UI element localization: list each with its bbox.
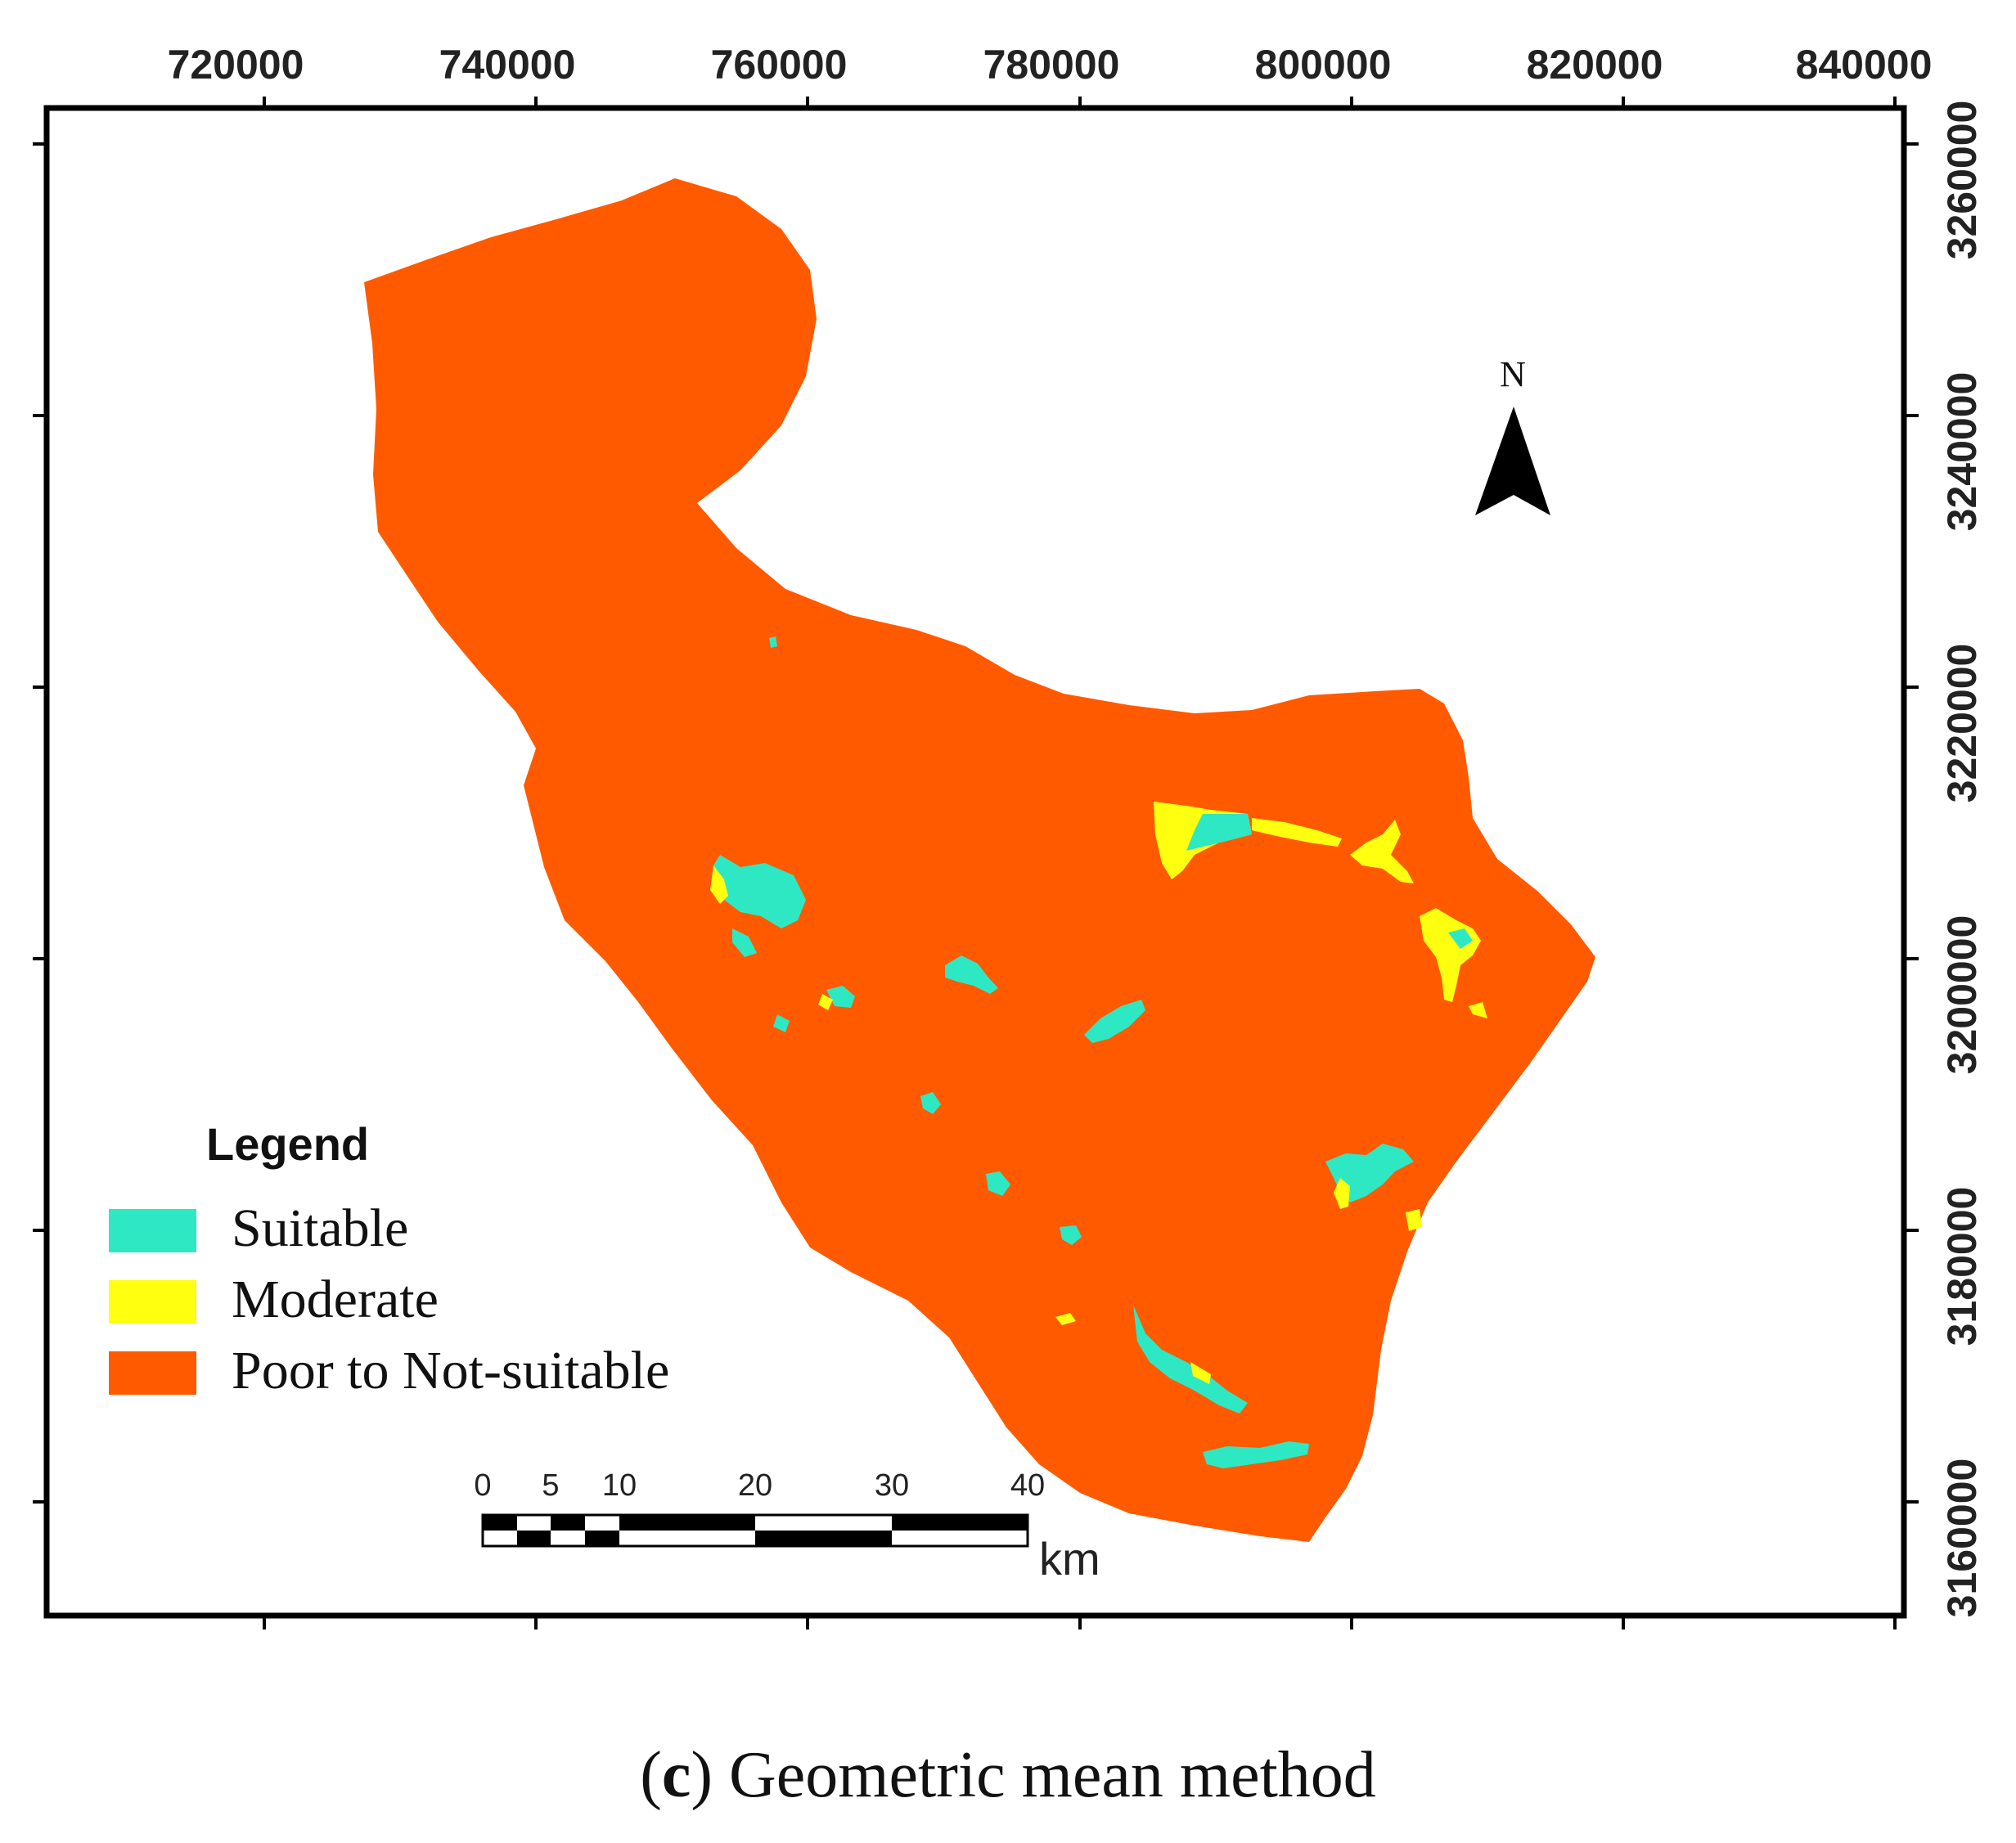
legend: Legend Suitable Moderate Poor to Not-sui…: [109, 1118, 669, 1400]
caption-letter: c: [661, 1739, 691, 1811]
x-tick-label: 820000: [1527, 42, 1663, 88]
map-frame: [43, 105, 1907, 1619]
y-axis-right: 3260000 3240000 3220000 3200000 3180000 …: [1904, 101, 1985, 1618]
scale-label: 20: [738, 1468, 772, 1503]
legend-label-moderate: Moderate: [232, 1270, 439, 1329]
suitable-patch: [1133, 1305, 1248, 1414]
suitable-patch: [920, 1092, 941, 1114]
suitable-patch: [712, 855, 806, 928]
scale-segment: [551, 1515, 585, 1531]
y-tick-label: 3260000: [1939, 101, 1985, 260]
x-tick-label: 720000: [168, 42, 304, 88]
scale-segment: [755, 1531, 892, 1546]
scale-label: 30: [875, 1468, 909, 1503]
suitability-patches: [710, 636, 1487, 1468]
moderate-patch: [818, 994, 833, 1010]
suitable-patch: [773, 1014, 790, 1032]
y-tick-label: 3180000: [1939, 1187, 1985, 1346]
scale-segment: [517, 1531, 551, 1546]
x-tick-label: 740000: [439, 42, 576, 88]
moderate-patch: [1406, 1209, 1422, 1231]
x-axis-top: 720000 740000 760000 780000 800000 82000…: [168, 42, 1933, 108]
x-tick-label: 760000: [711, 42, 848, 88]
moderate-patch: [1469, 1002, 1487, 1018]
suitable-patch: [769, 636, 777, 648]
scale-segment: [483, 1515, 517, 1531]
scale-segment: [619, 1515, 755, 1531]
moderate-patch: [1055, 1313, 1076, 1325]
legend-swatch-moderate: [109, 1280, 196, 1324]
moderate-patch: [1190, 1362, 1211, 1384]
suitable-patch: [732, 928, 757, 957]
x-axis-bottom: [263, 1616, 1897, 1629]
suitable-patch: [945, 955, 998, 994]
legend-label-suitable: Suitable: [232, 1198, 408, 1258]
y-tick-label: 3240000: [1939, 372, 1985, 532]
scale-label: 5: [542, 1468, 559, 1503]
legend-swatch-poor: [109, 1351, 196, 1395]
figure-caption: (c) Geometric mean method: [0, 1738, 2016, 1813]
scale-segment: [892, 1515, 1028, 1531]
moderate-patch: [1252, 818, 1342, 847]
caption-open: (: [640, 1739, 662, 1811]
north-arrow-icon: [1475, 407, 1550, 515]
scale-unit: km: [1039, 1533, 1100, 1585]
scale-label: 0: [474, 1468, 491, 1503]
scale-label: 10: [602, 1468, 637, 1503]
suitable-patch: [1448, 928, 1473, 949]
x-tick-label: 840000: [1796, 42, 1933, 88]
suitable-patch: [1084, 1000, 1145, 1043]
scale-bar: 0 5 10 20 30 40 km: [474, 1468, 1100, 1585]
y-axis-left: [33, 142, 47, 1504]
y-tick-label: 3220000: [1939, 644, 1985, 803]
north-arrow: N: [1475, 354, 1550, 515]
moderate-patch: [1334, 1178, 1350, 1209]
x-tick-label: 780000: [983, 42, 1120, 88]
suitable-patch: [986, 1171, 1010, 1196]
y-tick-label: 3200000: [1939, 915, 1985, 1075]
caption-text: ) Geometric mean method: [691, 1739, 1376, 1811]
suitable-patch: [826, 986, 855, 1008]
suitable-patch: [1060, 1225, 1082, 1245]
legend-swatch-suitable: [109, 1209, 196, 1252]
scale-segment: [585, 1531, 619, 1546]
x-tick-label: 800000: [1255, 42, 1392, 88]
scale-label: 40: [1010, 1468, 1045, 1503]
north-label: N: [1500, 354, 1526, 394]
y-tick-label: 3160000: [1939, 1459, 1985, 1618]
moderate-patch: [710, 865, 728, 904]
moderate-patch: [1350, 820, 1414, 883]
study-area-poor: [364, 178, 1595, 1542]
legend-label-poor: Poor to Not-suitable: [232, 1341, 669, 1400]
suitable-patch: [1203, 1441, 1309, 1468]
suitable-patch: [1186, 814, 1252, 851]
legend-title: Legend: [206, 1118, 369, 1170]
